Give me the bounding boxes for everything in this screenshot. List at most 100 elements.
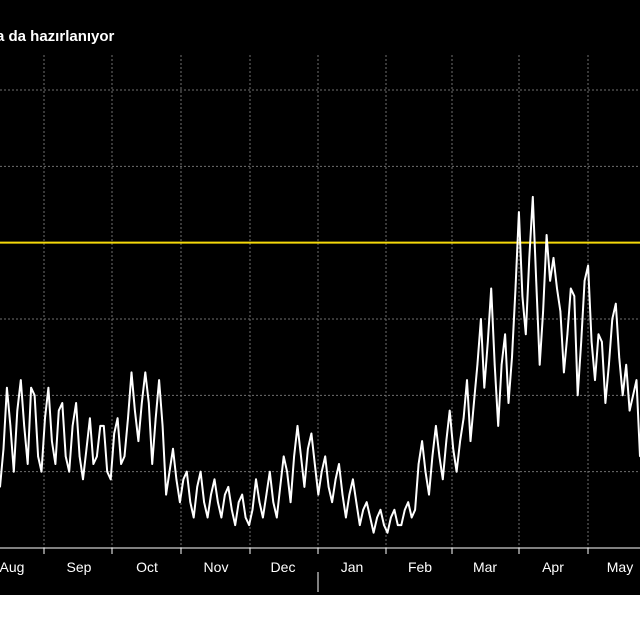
data-point xyxy=(248,524,250,526)
data-point xyxy=(175,478,178,481)
data-point xyxy=(113,432,115,435)
data-point xyxy=(196,486,198,488)
data-point xyxy=(182,478,185,481)
data-point xyxy=(538,364,541,366)
x-tick-label: Sep xyxy=(67,559,92,575)
data-point xyxy=(47,386,50,389)
data-point xyxy=(262,516,264,519)
data-point xyxy=(189,501,192,504)
data-point xyxy=(362,509,365,511)
data-point xyxy=(237,501,240,504)
data-point xyxy=(331,501,333,504)
data-point xyxy=(103,425,105,427)
data-point xyxy=(608,364,610,366)
data-point xyxy=(393,509,396,511)
data-point xyxy=(6,386,8,389)
data-point xyxy=(455,470,458,473)
data-point xyxy=(462,417,465,420)
data-point xyxy=(493,364,496,366)
data-point xyxy=(296,425,299,427)
data-point xyxy=(0,486,1,488)
data-point xyxy=(203,501,205,504)
data-point xyxy=(345,516,347,519)
data-point xyxy=(130,371,133,374)
data-point xyxy=(269,470,271,473)
data-point xyxy=(535,280,537,282)
data-point xyxy=(580,341,582,343)
data-point xyxy=(414,509,416,511)
data-point xyxy=(303,486,306,488)
data-point xyxy=(179,501,181,504)
data-point xyxy=(20,379,22,381)
data-point xyxy=(44,417,46,420)
data-point xyxy=(487,341,489,343)
data-point xyxy=(310,432,313,435)
data-point xyxy=(469,440,472,442)
data-point xyxy=(459,440,461,442)
data-point xyxy=(365,501,368,504)
data-point xyxy=(448,409,451,412)
data-point xyxy=(518,211,520,213)
data-point xyxy=(26,463,29,465)
data-point xyxy=(369,516,372,519)
data-point xyxy=(435,425,437,427)
data-point xyxy=(525,333,527,336)
data-point xyxy=(632,394,634,397)
series-points xyxy=(0,196,640,534)
data-point xyxy=(82,478,84,481)
data-point xyxy=(521,295,524,297)
data-point xyxy=(532,196,534,198)
data-point xyxy=(137,440,140,442)
data-point xyxy=(542,310,544,313)
data-point xyxy=(400,524,403,526)
data-point xyxy=(570,287,572,290)
data-point xyxy=(158,379,160,381)
data-point xyxy=(210,493,212,496)
data-point xyxy=(514,287,517,290)
data-point xyxy=(96,455,98,458)
data-point xyxy=(334,478,337,481)
data-point xyxy=(490,287,493,290)
x-tick-label: Apr xyxy=(542,559,564,575)
data-point xyxy=(258,501,261,504)
data-point xyxy=(410,516,413,519)
data-point xyxy=(123,455,126,458)
data-point xyxy=(452,448,455,450)
data-point xyxy=(445,440,448,442)
data-point xyxy=(341,493,344,496)
data-point xyxy=(265,493,268,496)
data-point xyxy=(404,509,406,511)
data-point xyxy=(40,470,43,473)
data-point xyxy=(61,402,64,404)
data-point xyxy=(165,493,167,496)
line-chart: Aug Sep Oct Nov Dec Jan Feb Mar Apr May xyxy=(0,55,640,592)
data-point xyxy=(161,425,164,427)
data-point xyxy=(504,333,506,336)
x-tick-label: Oct xyxy=(136,559,158,575)
data-point xyxy=(300,455,302,458)
data-point xyxy=(99,425,102,427)
data-point xyxy=(352,478,354,481)
data-point xyxy=(379,509,382,511)
data-point xyxy=(120,463,122,465)
data-point xyxy=(566,333,569,336)
data-point xyxy=(192,516,195,519)
data-point xyxy=(127,417,129,420)
data-point xyxy=(37,455,39,458)
data-point xyxy=(417,463,420,465)
data-point xyxy=(68,470,70,473)
data-point xyxy=(64,455,67,458)
data-point xyxy=(601,341,603,343)
data-point xyxy=(383,524,385,526)
data-point xyxy=(307,448,309,450)
data-point xyxy=(213,478,216,481)
data-point xyxy=(552,257,555,259)
data-point xyxy=(89,417,91,420)
data-point xyxy=(134,409,136,412)
series-layer xyxy=(0,195,640,534)
data-point xyxy=(473,402,475,404)
data-point xyxy=(78,455,81,458)
data-point xyxy=(327,486,330,488)
data-point xyxy=(376,516,378,519)
data-point xyxy=(597,333,600,336)
